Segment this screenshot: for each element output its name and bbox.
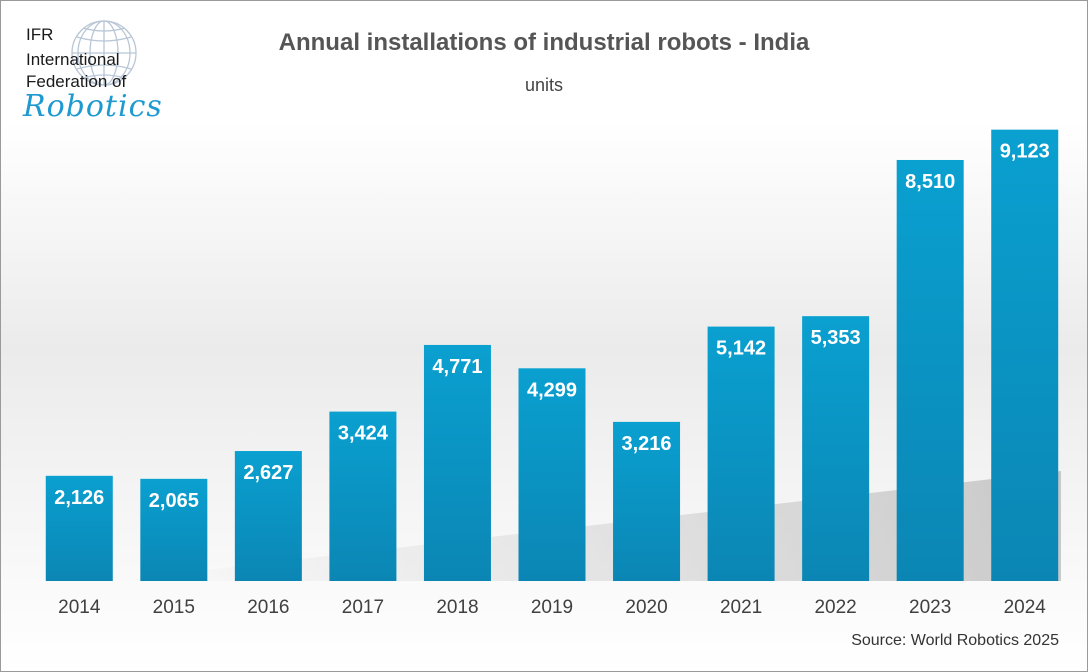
bar-2014 [45, 475, 113, 581]
x-tick-2014: 2014 [58, 597, 101, 618]
data-label-2016: 2,627 [243, 462, 293, 484]
globe-icon [71, 20, 137, 86]
x-tick-2021: 2021 [720, 597, 762, 618]
data-label-2023: 8,510 [905, 171, 955, 193]
data-label-2024: 9,123 [1000, 141, 1050, 163]
bar-2024 [991, 129, 1059, 581]
x-tick-2022: 2022 [814, 597, 856, 618]
logo-robotics-script: Robotics [23, 89, 163, 124]
x-tick-2024: 2024 [1004, 597, 1047, 618]
logo-federation-text: Federation of [26, 72, 127, 91]
data-label-2015: 2,065 [149, 490, 199, 512]
data-label-2020: 3,216 [622, 433, 672, 455]
x-tick-2018: 2018 [436, 597, 478, 618]
bar-2015 [140, 478, 208, 581]
x-tick-2019: 2019 [531, 597, 573, 618]
ifr-logo: IFR International Federation of Robotics [23, 19, 183, 129]
x-tick-2016: 2016 [247, 597, 289, 618]
x-tick-2015: 2015 [153, 597, 195, 618]
bar-2017 [329, 411, 397, 581]
bar-2018 [423, 344, 491, 581]
bar-2021 [707, 326, 775, 581]
x-tick-2020: 2020 [625, 597, 667, 618]
data-label-2017: 3,424 [338, 423, 389, 445]
chart-subtitle: units [524, 75, 564, 95]
bar-2023 [896, 159, 964, 581]
bar-2016 [234, 451, 302, 581]
chart-title: Annual installations of industrial robot… [278, 29, 810, 56]
data-label-2018: 4,771 [432, 356, 482, 378]
data-label-2014: 2,126 [54, 487, 104, 509]
bar-2022 [802, 316, 870, 581]
bar-2019 [518, 368, 586, 581]
data-label-2022: 5,353 [811, 327, 861, 349]
logo-international-text: International [26, 50, 120, 69]
x-tick-2023: 2023 [909, 597, 951, 618]
source-note: Source: World Robotics 2025 [851, 632, 1059, 649]
x-tick-2017: 2017 [342, 597, 384, 618]
bar-2020 [613, 421, 681, 581]
logo-ifr-text: IFR [26, 25, 54, 44]
data-label-2019: 4,299 [527, 379, 577, 401]
data-label-2021: 5,142 [716, 338, 766, 360]
